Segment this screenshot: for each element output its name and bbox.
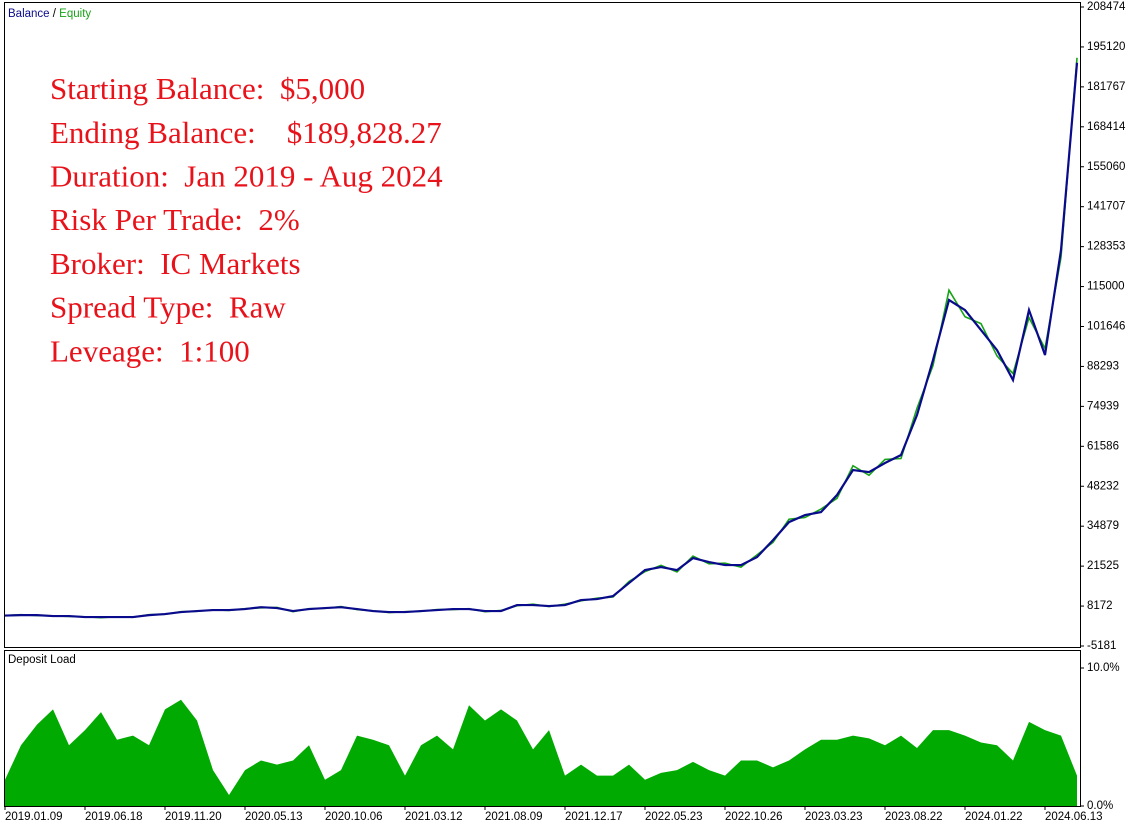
annotation: Broker: IC Markets: [50, 246, 301, 281]
y-tick-label: 141707: [1087, 201, 1125, 213]
annotation: Ending Balance: $189,828.27: [50, 115, 442, 150]
y-tick-label: 101646: [1087, 321, 1125, 333]
y-tick-label: 155060: [1087, 161, 1125, 173]
y-tick-label: 88293: [1087, 360, 1119, 372]
annotation: Leveage: 1:100: [50, 333, 250, 368]
annotation: Risk Per Trade: 2%: [50, 202, 300, 237]
x-tick-label: 2019.01.09: [5, 811, 63, 823]
x-tick-label: 2019.06.18: [85, 811, 143, 823]
y-tick-label: 0.0%: [1087, 800, 1113, 812]
y-tick-label: -5181: [1087, 640, 1116, 652]
legend-equity: Equity: [59, 8, 91, 20]
y-tick-label: 48232: [1087, 480, 1119, 492]
y-tick-label: 208474: [1087, 1, 1126, 13]
x-tick-label: 2019.11.20: [165, 811, 222, 823]
legend-separator: /: [53, 8, 57, 20]
series-line: [4, 62, 1079, 619]
y-tick-label: 181767: [1087, 81, 1125, 93]
x-tick-label: 2022.10.26: [725, 811, 783, 823]
main-pane-frame: [4, 2, 1081, 648]
x-tick-label: 2021.03.12: [405, 811, 463, 823]
x-tick-label: 2021.08.09: [485, 811, 543, 823]
y-tick-label: 74939: [1087, 400, 1119, 412]
x-tick-label: 2020.05.13: [245, 811, 303, 823]
y-tick-label: 195120: [1087, 41, 1125, 53]
legend: Balance / Equity: [8, 8, 91, 20]
y-tick-label: 128353: [1087, 241, 1125, 253]
y-tick-label: 8172: [1087, 600, 1113, 612]
y-tick-label: 21525: [1087, 560, 1119, 572]
pane-title: Deposit Load: [8, 654, 76, 666]
deposit-load-area: [5, 699, 1077, 806]
x-tick-label: 2023.03.23: [805, 811, 863, 823]
x-tick-label: 2022.05.23: [645, 811, 703, 823]
annotation: Starting Balance: $5,000: [50, 71, 365, 106]
legend-balance: Balance: [8, 8, 50, 20]
x-tick-label: 2024.01.22: [965, 811, 1023, 823]
y-tick-label: 10.0%: [1087, 662, 1120, 674]
y-tick-label: 168414: [1087, 121, 1126, 133]
load-pane-frame: [4, 650, 1081, 807]
x-tick-label: 2020.10.06: [325, 811, 383, 823]
x-tick-label: 2021.12.17: [565, 811, 623, 823]
annotation: Duration: Jan 2019 - Aug 2024: [50, 159, 443, 194]
x-tick-label: 2024.06.13: [1045, 811, 1103, 823]
annotation: Spread Type: Raw: [50, 290, 286, 325]
x-tick-label: 2023.08.22: [885, 811, 943, 823]
y-tick-label: 61586: [1087, 440, 1119, 452]
y-tick-label: 115000: [1087, 281, 1125, 293]
y-tick-label: 34879: [1087, 520, 1119, 532]
